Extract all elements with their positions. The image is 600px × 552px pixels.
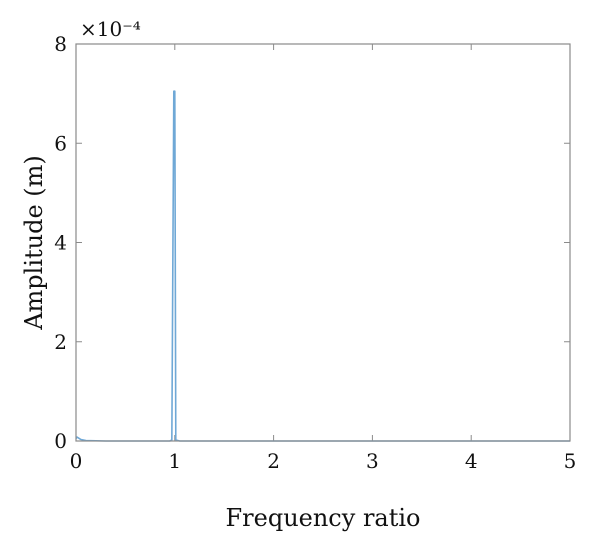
y-tick-label: 8 [54, 32, 67, 56]
y-tick-label: 0 [54, 429, 67, 453]
x-tick-label: 5 [564, 449, 577, 473]
y-tick-label: 2 [54, 330, 67, 354]
y-exponent-label: ×10⁻⁴ [80, 17, 141, 41]
x-axis-label: Frequency ratio [226, 504, 421, 532]
y-tick-label: 4 [54, 231, 67, 255]
y-axis-label: Amplitude (m) [20, 155, 48, 331]
x-tick-label: 4 [465, 449, 478, 473]
plot-frame [75, 43, 571, 442]
y-tick-label: 6 [54, 131, 67, 155]
tick-labels: 0 1 2 3 4 5 0 2 4 6 8 [54, 32, 576, 473]
plot-area [76, 44, 570, 441]
x-tick-label: 3 [366, 449, 379, 473]
x-tick-label: 1 [168, 449, 181, 473]
x-tick-label: 2 [267, 449, 280, 473]
x-tick-label: 0 [70, 449, 83, 473]
